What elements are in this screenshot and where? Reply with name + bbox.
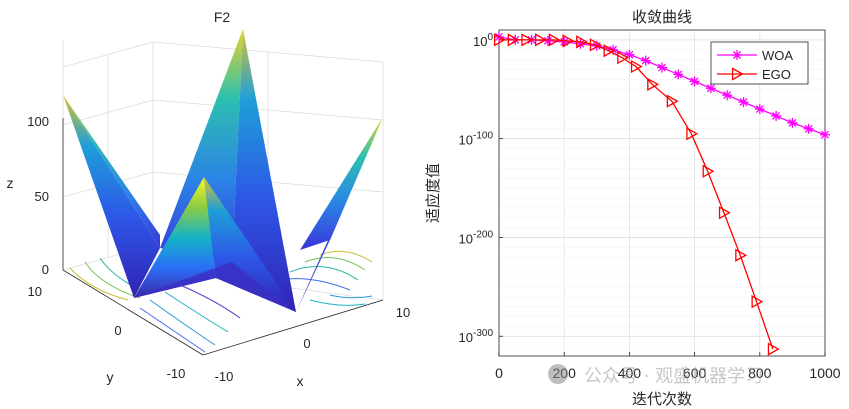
y-tick-label: 10-100 [459, 131, 494, 148]
data-point-ego [647, 77, 660, 91]
data-point-woa [787, 117, 798, 128]
y-axis-label: y [107, 369, 114, 385]
x-axis-label: x [297, 373, 304, 389]
data-point-woa [705, 83, 716, 94]
x-tick-label: 800 [748, 365, 772, 381]
data-point-woa [771, 110, 782, 121]
legend-box [710, 41, 809, 85]
data-point-ego [507, 33, 520, 47]
legend-ego-triangle [731, 67, 744, 81]
y-ticks: 100 10-100 10-200 10-300 [459, 32, 503, 345]
surface-axes [62, 118, 384, 356]
data-point-ego [603, 44, 616, 58]
data-point-ego [666, 94, 679, 108]
legend-marker-woa [732, 50, 742, 60]
x-tick-label: 10 [396, 305, 410, 320]
data-point-woa [640, 55, 651, 66]
y-tick-label: 10 [28, 284, 42, 299]
x-tick-label: 0 [303, 336, 310, 351]
y-tick-label: 0 [114, 323, 121, 338]
legend-label-ego: EGO [762, 67, 791, 82]
data-point-ego [686, 127, 699, 141]
legend-woa-asterisk [732, 50, 742, 60]
series-layer [493, 31, 830, 356]
data-point-ego [767, 342, 780, 356]
data-point-woa [803, 123, 814, 134]
x-tick-label: 600 [683, 365, 707, 381]
z-tick-label: 50 [35, 189, 49, 204]
data-point-ego [751, 295, 764, 309]
x-tick-label: 0 [495, 365, 503, 381]
surface-plot: F2 [7, 9, 411, 389]
data-point-woa [722, 90, 733, 101]
data-point-woa [738, 97, 749, 108]
data-point-woa [657, 62, 667, 73]
legend-marker-ego [731, 67, 744, 81]
y-tick-label: 10-300 [459, 328, 494, 345]
data-point-woa [673, 69, 684, 80]
series-line-ego [499, 39, 774, 350]
watermark-text: 公众号 · 观盛机器学习 [584, 366, 763, 387]
x-tick-label: 1000 [809, 365, 840, 381]
wechat-logo-icon [548, 364, 568, 384]
data-point-woa [754, 104, 765, 115]
z-tick-label: 100 [27, 114, 49, 129]
data-point-ego [535, 33, 547, 47]
data-point-ego [493, 33, 506, 47]
data-point-ego [521, 33, 534, 47]
data-point-ego [562, 34, 575, 48]
data-point-ego [735, 248, 748, 262]
y-axis-label: 适应度值 [424, 163, 442, 223]
legend-label-woa: WOA [762, 48, 793, 63]
x-tick-label: -10 [215, 369, 234, 384]
data-point-ego [617, 51, 630, 65]
watermark: 公众号 · 观盛机器学习 [548, 364, 763, 387]
x-axis-label: 迭代次数 [632, 390, 692, 408]
plot-frame [498, 29, 826, 357]
data-point-ego [589, 38, 602, 52]
x-tick-label: 400 [618, 365, 642, 381]
data-point-woa [624, 49, 635, 60]
data-point-woa [689, 76, 700, 87]
data-point-ego [548, 33, 561, 47]
data-point-woa [820, 129, 830, 140]
z-tick-label: 0 [42, 262, 49, 277]
data-point-ego [702, 164, 715, 178]
data-point-ego [576, 35, 588, 49]
data-point-ego [718, 206, 731, 220]
legend: WOA EGO [710, 41, 809, 85]
z-axis-label: z [7, 175, 14, 191]
y-tick-label: -10 [167, 366, 186, 381]
y-tick-label: 100 [473, 32, 493, 49]
y-tick-label: 10-200 [459, 229, 494, 246]
convergence-title: 收敛曲线 [632, 8, 692, 26]
surface-mesh [63, 29, 383, 312]
data-point-ego [630, 59, 643, 74]
surface-title: F2 [214, 9, 231, 25]
